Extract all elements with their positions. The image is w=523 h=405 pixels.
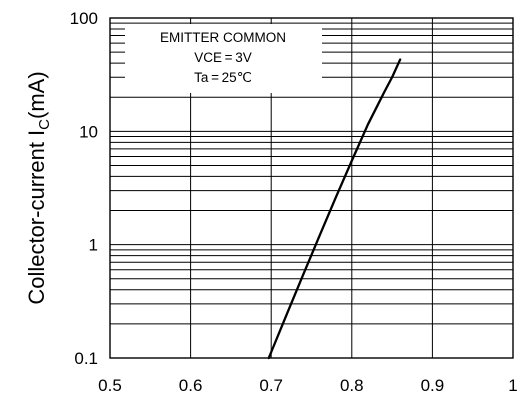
y-axis-label: Collector-current IC(mA) [24,71,53,304]
x-tick-label: 0.5 [98,376,122,395]
x-tick-label: 0.8 [340,376,364,395]
legend-annotation: EMITTER COMMON VCE = 3V Ta = 25℃ [125,24,322,93]
annotation-line-3: Ta = 25℃ [194,70,252,85]
plot-area-frame [109,17,514,359]
x-tick-label: 1 [508,376,517,395]
annotation-box [125,24,322,93]
series-layer [267,58,402,360]
y-axis-label-subscript: C [36,119,53,130]
annotation-line-1: EMITTER COMMON [160,30,286,45]
y-tick-label: 10 [79,122,98,141]
x-axis-ticks: 0.5 0.6 0.7 0.8 0.9 1 [98,376,518,395]
y-tick-label: 1 [89,236,98,255]
x-tick-label: 0.6 [179,376,203,395]
y-tick-label: 100 [70,9,98,28]
y-tick-label: 0.1 [74,349,98,368]
x-tick-label: 0.7 [259,376,283,395]
annotation-line-2: VCE = 3V [194,50,252,65]
y-axis-label-unit: (mA) [24,71,49,119]
y-axis-label-main: Collector-current I [24,130,49,305]
y-axis-ticks: 0.1 1 10 100 [70,9,98,368]
series-line-1 [267,58,402,360]
x-tick-label: 0.9 [421,376,445,395]
